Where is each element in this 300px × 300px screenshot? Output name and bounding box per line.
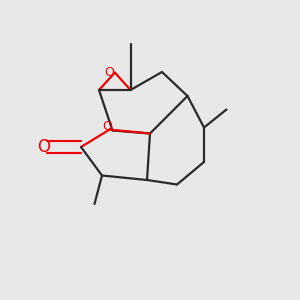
Text: O: O: [38, 138, 51, 156]
Text: O: O: [102, 120, 112, 133]
Text: O: O: [105, 66, 114, 79]
